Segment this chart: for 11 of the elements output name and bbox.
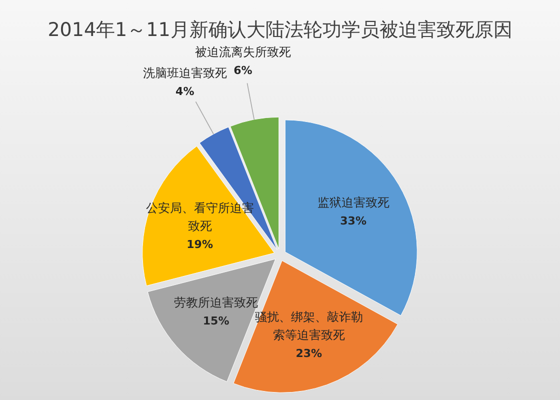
slice-label: 被迫流离失所致死	[195, 45, 292, 60]
chart-title: 2014年1～11月新确认大陆法轮功学员被迫害致死原因	[48, 19, 512, 41]
slice-label: 劳教所迫害致死	[174, 295, 258, 310]
data-label: 33%	[340, 214, 367, 228]
data-label: 15%	[202, 314, 230, 328]
data-label: 23%	[296, 347, 322, 360]
slice-label: 洗脑班迫害致死	[142, 66, 227, 80]
slice-label: 监狱迫害致死	[317, 196, 390, 210]
data-label: 19%	[186, 238, 214, 252]
data-label: 4%	[176, 85, 194, 98]
data-label: 6%	[234, 64, 252, 78]
